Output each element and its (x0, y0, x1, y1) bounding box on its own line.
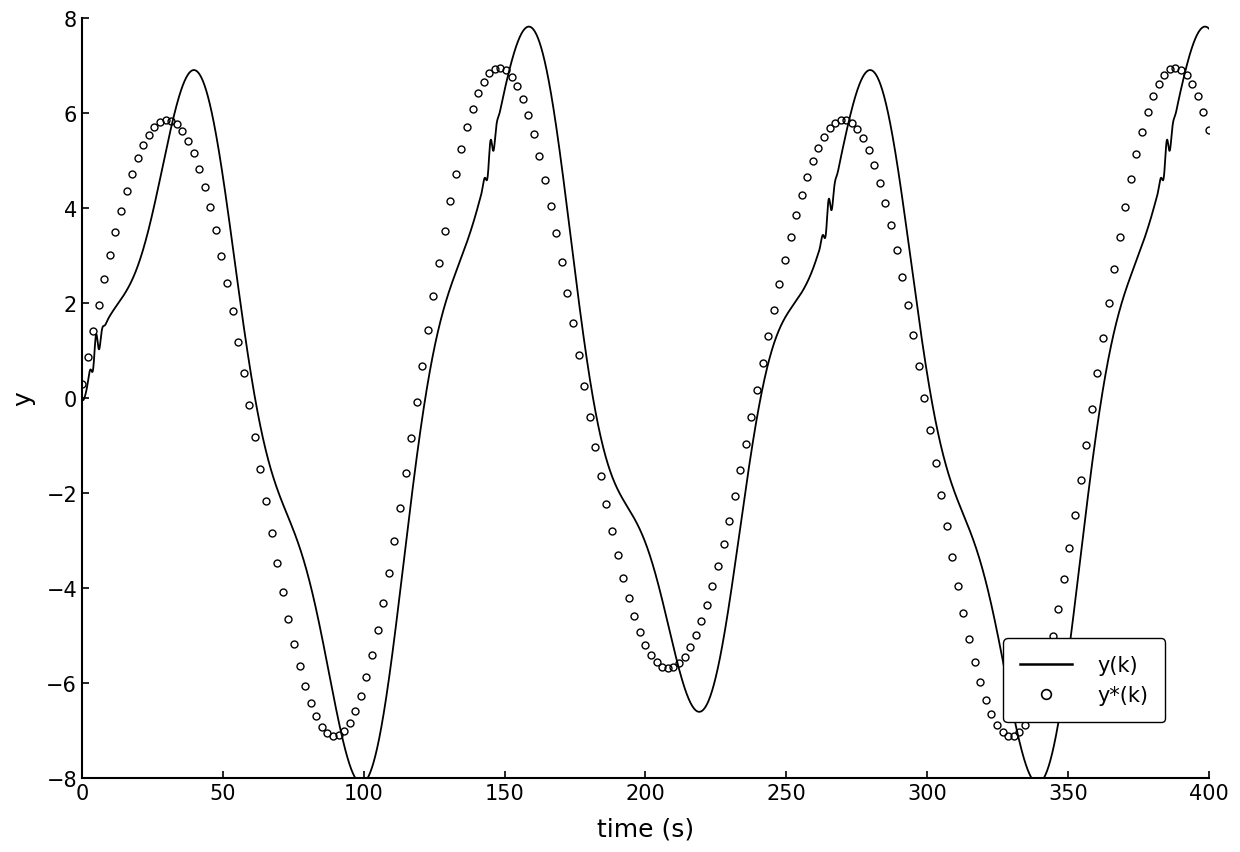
y(k) (882, 113, 897, 124)
y(k) (1202, 25, 1216, 35)
y*(k) (939, 521, 954, 532)
y*(k) (1168, 63, 1183, 73)
y(k) (1198, 22, 1213, 32)
y(k) (356, 778, 371, 788)
y(k) (799, 281, 813, 291)
X-axis label: time (s): time (s) (596, 817, 694, 841)
y*(k) (326, 731, 341, 741)
Y-axis label: y: y (11, 391, 35, 406)
y(k) (74, 394, 89, 404)
y*(k) (119, 187, 134, 197)
y*(k) (784, 233, 799, 243)
y*(k) (1202, 126, 1216, 136)
y*(k) (136, 141, 151, 152)
Legend: y(k), y*(k): y(k), y*(k) (1003, 639, 1164, 722)
y*(k) (387, 536, 402, 546)
y(k) (1128, 257, 1143, 268)
Line: y*(k): y*(k) (78, 65, 1213, 740)
Line: y(k): y(k) (82, 27, 1209, 784)
y(k) (355, 779, 370, 789)
y(k) (608, 479, 622, 489)
y*(k) (74, 380, 89, 390)
y*(k) (208, 226, 223, 236)
y(k) (756, 378, 771, 389)
